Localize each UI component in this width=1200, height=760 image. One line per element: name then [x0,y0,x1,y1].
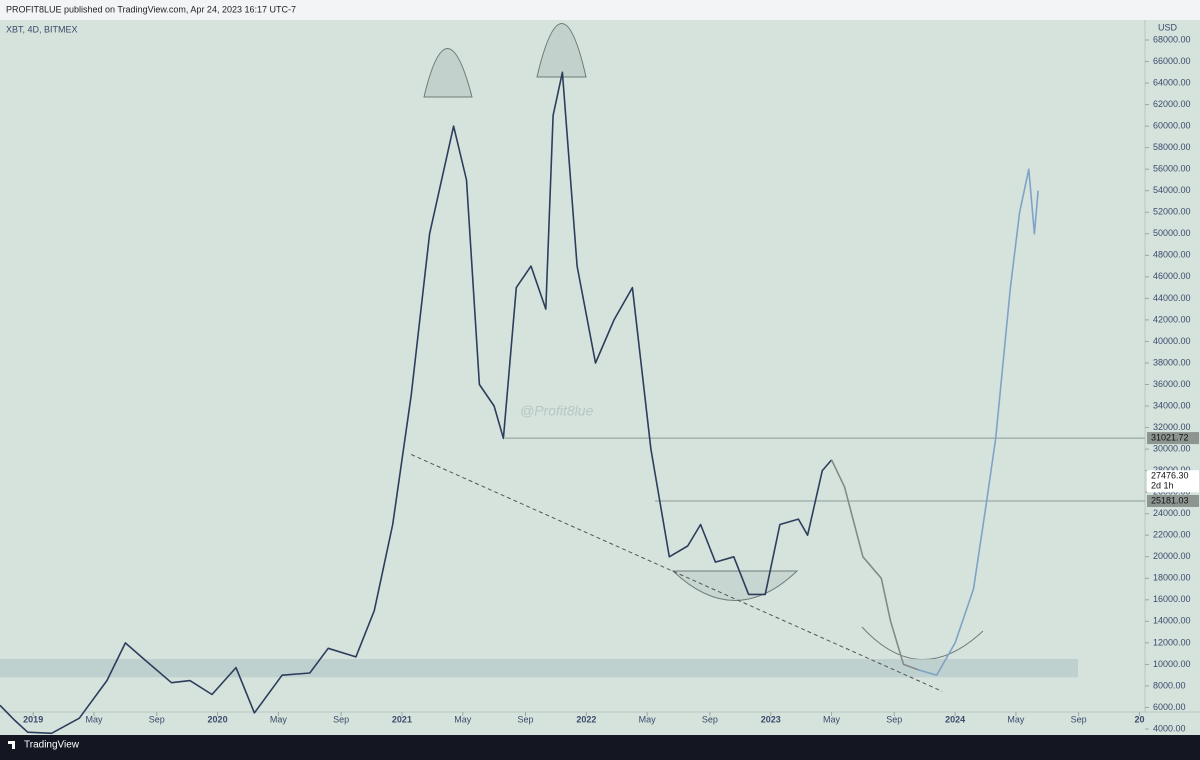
y-tick-label: 42000.00 [1153,314,1191,324]
y-tick-label: 6000.00 [1153,702,1186,712]
symbol-label: XBT, 4D, BITMEX [6,24,78,34]
header-text: PROFIT8LUE published on TradingView.com,… [6,4,296,14]
trendline [410,454,943,692]
y-tick-label: 62000.00 [1153,99,1191,109]
y-tick-label: 54000.00 [1153,185,1191,195]
x-tick-label: Sep [702,714,718,724]
footer-logo [8,741,15,749]
x-tick-label: Sep [149,714,165,724]
x-tick-label: May [454,714,472,724]
y-tick-label: 48000.00 [1153,250,1191,260]
x-tick-label: May [823,714,841,724]
x-tick-label: 2022 [576,714,596,724]
footer-logo-text: TradingView [24,740,80,751]
x-tick-label: 2024 [945,714,965,724]
chart-content: 4000.00 6000.00 8000.00 10000.00 12000.00 140… [0,34,1199,735]
top-arc [536,23,587,78]
y-tick-label: 64000.00 [1153,77,1191,87]
y-tick-label: 32000.00 [1153,422,1191,432]
x-tick-label: 20 [1134,714,1144,724]
price-level-label: 25181.03 [1151,495,1189,505]
y-tick-label: 52000.00 [1153,207,1191,217]
y-tick-label: 4000.00 [1153,723,1186,733]
y-tick-label: 24000.00 [1153,508,1191,518]
x-tick-label: Sep [333,714,349,724]
x-tick-label: May [639,714,657,724]
price-line [0,71,833,735]
support-zone [0,659,1078,678]
x-tick-label: May [86,714,104,724]
y-tick-label: 68000.00 [1153,34,1191,44]
y-tick-label: 10000.00 [1153,659,1191,669]
footer-bar [0,735,1200,755]
header-bar [0,0,1200,20]
watermark: @Profit8lue [520,403,594,419]
x-tick-label: May [1007,714,1025,724]
y-tick-label: 50000.00 [1153,228,1191,238]
y-tick-label: 44000.00 [1153,293,1191,303]
x-tick-label: May [270,714,288,724]
price-line [830,459,919,671]
price-level-label: 31021.72 [1151,432,1189,442]
price-level-box [1147,432,1199,445]
y-tick-label: 56000.00 [1153,164,1191,174]
y-tick-label: 60000.00 [1153,121,1191,131]
x-tick-label: Sep [886,714,902,724]
y-tick-label: 66000.00 [1153,56,1191,66]
y-tick-label: 14000.00 [1153,616,1191,626]
currency-label: USD [1158,22,1178,32]
y-tick-label: 12000.00 [1153,637,1191,647]
x-tick-label: 2020 [208,714,228,724]
last-price-box [1147,470,1199,493]
y-tick-label: 40000.00 [1153,336,1191,346]
top-arc [423,48,473,98]
price-line [917,168,1039,676]
x-tick-label: 2019 [23,714,43,724]
y-tick-label: 34000.00 [1153,400,1191,410]
x-tick-label: 2023 [761,714,781,724]
last-price-label: 27476.30 [1151,471,1189,481]
y-tick-label: 16000.00 [1153,594,1191,604]
y-tick-label: 38000.00 [1153,357,1191,367]
y-tick-label: 20000.00 [1153,551,1191,561]
y-tick-label: 58000.00 [1153,142,1191,152]
plot-background [0,20,1200,735]
y-tick-label: 8000.00 [1153,680,1186,690]
y-tick-label: 30000.00 [1153,443,1191,453]
y-tick-label: 22000.00 [1153,530,1191,540]
y-tick-label: 28000.00 [1153,465,1191,475]
y-tick-label: 46000.00 [1153,271,1191,281]
x-tick-label: Sep [1071,714,1087,724]
countdown-label: 2d 1h [1151,481,1174,491]
y-tick-label: 18000.00 [1153,573,1191,583]
price-level-box [1147,494,1199,507]
x-tick-label: Sep [517,714,533,724]
x-tick-label: 2021 [392,714,412,724]
y-tick-label: 36000.00 [1153,379,1191,389]
